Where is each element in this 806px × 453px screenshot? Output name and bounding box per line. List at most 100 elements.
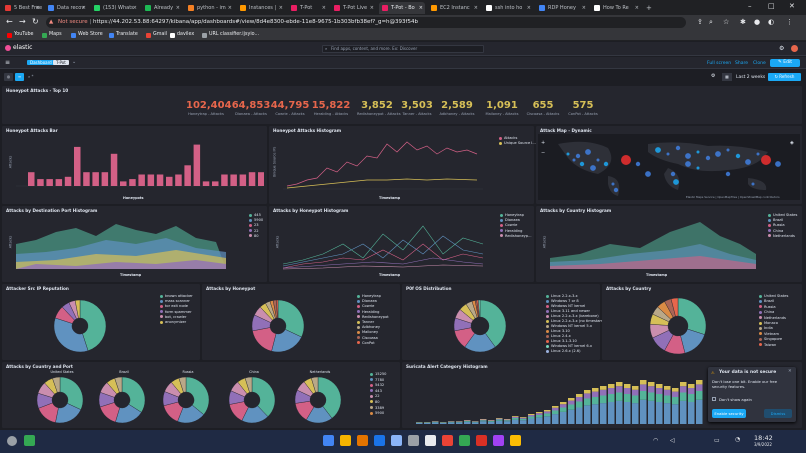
map-point[interactable] — [585, 149, 591, 155]
suricata-bar[interactable] — [472, 421, 479, 423]
share-link[interactable]: Share — [735, 61, 748, 66]
attack-bar[interactable] — [175, 174, 182, 187]
attack-bar[interactable] — [166, 176, 173, 186]
avatar[interactable] — [791, 45, 798, 52]
taskbar-app-icon[interactable] — [391, 435, 402, 446]
suricata-bar[interactable] — [528, 418, 535, 425]
donut-slice[interactable] — [311, 376, 319, 393]
suricata-bar[interactable] — [568, 400, 575, 405]
metric-tile[interactable]: 64,853 Dionaea - Attacks — [231, 100, 271, 116]
taskbar-app-icon[interactable] — [476, 435, 487, 446]
suricata-bar[interactable] — [576, 407, 583, 425]
suricata-bar[interactable] — [480, 419, 487, 421]
breadcrumb-dashboard[interactable]: Dashboard — [27, 60, 55, 65]
legend-item[interactable]: Mailoney — [357, 330, 389, 335]
donut-slice[interactable] — [79, 299, 107, 351]
map-point[interactable] — [596, 158, 600, 162]
forward-icon[interactable]: → — [19, 17, 26, 26]
legend-item[interactable]: Adbhoney — [357, 325, 389, 330]
suricata-bar[interactable] — [456, 421, 463, 423]
suricata-bar[interactable] — [624, 388, 631, 394]
battery-icon[interactable]: ▭ — [714, 437, 720, 444]
suricata-bar[interactable] — [664, 386, 671, 390]
legend-item[interactable]: Cowrie — [500, 223, 532, 228]
suricata-bar[interactable] — [456, 422, 463, 424]
donut-slice[interactable] — [74, 299, 81, 319]
suricata-bar[interactable] — [672, 391, 679, 397]
suricata-bar[interactable] — [608, 402, 615, 424]
update-icon[interactable]: ◐ — [768, 18, 775, 26]
suricata-bar[interactable] — [696, 391, 703, 400]
suricata-bar[interactable] — [592, 404, 599, 424]
map-layers-icon[interactable]: ◈ — [790, 140, 794, 146]
suricata-bar[interactable] — [536, 413, 543, 415]
suricata-bar[interactable] — [632, 386, 639, 390]
menu-icon[interactable]: ⋮ — [786, 18, 793, 26]
suricata-bar[interactable] — [672, 404, 679, 424]
time-range[interactable]: Last 2 weeks — [736, 75, 766, 80]
suricata-bar[interactable] — [504, 420, 511, 422]
tab-close-icon[interactable]: × — [227, 5, 232, 11]
legend-item[interactable]: 445 — [249, 213, 263, 218]
tab-close-icon[interactable]: × — [418, 5, 423, 11]
suricata-bar[interactable] — [512, 419, 519, 424]
suricata-bar[interactable] — [608, 384, 615, 388]
attack-bar[interactable] — [129, 179, 136, 186]
browser-tab[interactable]: (153) Whats × — [91, 2, 139, 14]
browser-tab[interactable]: 5 Best Free × — [2, 2, 42, 14]
legend-item[interactable]: United States — [768, 213, 797, 218]
suricata-bar[interactable] — [560, 407, 567, 412]
suricata-bar[interactable] — [608, 394, 615, 402]
legend-item[interactable]: Brazil — [759, 299, 788, 304]
map-zoom-in-icon[interactable]: + — [541, 140, 546, 146]
legend-item[interactable]: anonymizer — [160, 320, 193, 325]
legend-item[interactable]: mass scanner — [160, 299, 193, 304]
legend-item[interactable]: Linux 3.10 — [546, 329, 608, 334]
suricata-bar[interactable] — [624, 402, 631, 424]
suricata-bar[interactable] — [504, 421, 511, 424]
suricata-bar[interactable] — [544, 416, 551, 424]
browser-tab[interactable]: python - im × — [185, 2, 234, 14]
legend-item[interactable]: Linux 2.2.x-3.x (no timestamps) — [546, 319, 608, 324]
bookmark-item[interactable]: Maps — [42, 32, 62, 38]
attack-bar[interactable] — [156, 174, 164, 187]
suricata-bar[interactable] — [600, 386, 607, 390]
settings-icon[interactable]: ⚙ — [711, 73, 716, 79]
full-screen-link[interactable]: Full screen — [707, 61, 732, 66]
tab-close-icon[interactable]: × — [634, 5, 639, 11]
suricata-bar[interactable] — [688, 384, 695, 388]
suricata-bar[interactable] — [600, 395, 607, 404]
map-point[interactable] — [685, 161, 691, 167]
suricata-bar[interactable] — [440, 422, 447, 424]
attack-bar[interactable] — [83, 172, 90, 186]
legend-item[interactable]: Windows 7 or 8 — [546, 299, 608, 304]
suricata-bar[interactable] — [416, 422, 423, 424]
clone-link[interactable]: Clone — [753, 61, 766, 66]
browser-tab[interactable]: Data recov × — [45, 2, 88, 14]
suricata-bar[interactable] — [664, 389, 671, 396]
map-point[interactable] — [566, 152, 570, 156]
bookmark-item[interactable]: Translate — [109, 32, 138, 38]
suricata-bar[interactable] — [448, 422, 455, 424]
tab-close-icon[interactable]: × — [35, 5, 40, 11]
suricata-bar[interactable] — [624, 394, 631, 402]
suricata-bar[interactable] — [480, 420, 487, 422]
suricata-bar[interactable] — [584, 390, 591, 394]
minimize-icon[interactable]: – — [748, 2, 752, 10]
map-point[interactable] — [611, 182, 615, 186]
suricata-bar[interactable] — [496, 418, 503, 420]
suricata-bar[interactable] — [632, 395, 639, 404]
donut-slice[interactable] — [121, 376, 146, 413]
map-point[interactable] — [645, 171, 651, 177]
legend-item[interactable]: Singapore — [759, 337, 788, 342]
country-port-pie[interactable]: United States — [36, 370, 88, 430]
country-port-pie[interactable]: Russia — [162, 370, 214, 430]
suricata-bar[interactable] — [640, 391, 647, 400]
map-point[interactable] — [715, 151, 721, 157]
map-point[interactable] — [675, 145, 681, 151]
suricata-bar[interactable] — [520, 420, 527, 424]
donut-slice[interactable] — [251, 376, 276, 417]
legend-item[interactable]: Netherlands — [768, 234, 797, 239]
attack-bar[interactable] — [120, 181, 127, 186]
map-point[interactable] — [579, 161, 585, 167]
